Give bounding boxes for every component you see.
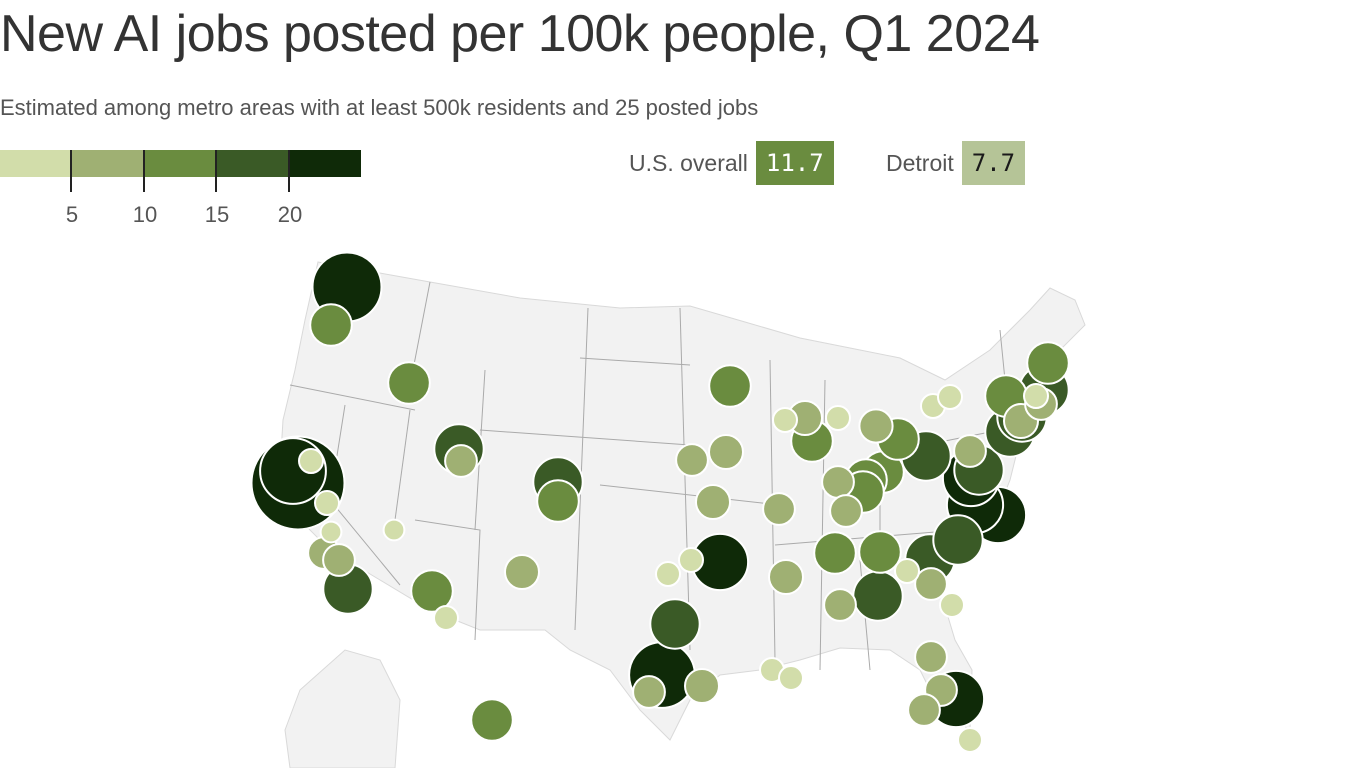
metro-circle-tucson (433, 605, 459, 631)
metro-circle-hartford (1023, 383, 1049, 409)
state-border (414, 519, 481, 641)
metro-circle-madison (772, 407, 798, 433)
metro-circle-tulsa (678, 547, 704, 573)
us-overall-value: 11.7 (755, 141, 834, 185)
us-overall-kpi: U.S. overall 11.7 (629, 141, 834, 185)
legend-tick (70, 150, 72, 192)
metro-circle-minneapolis (708, 364, 752, 408)
color-legend: 5 10 15 20 (0, 150, 362, 230)
detroit-kpi: Detroit 7.7 (886, 141, 1026, 185)
legend-bin-5 (288, 150, 361, 177)
metro-circle-kansas-city (695, 484, 731, 520)
metro-circle-nashville (813, 531, 857, 575)
metro-circle-provo (444, 444, 478, 478)
metro-circle-new-orleans (778, 665, 804, 691)
state-border (599, 484, 781, 506)
legend-tick-label: 15 (204, 202, 230, 227)
state-border (394, 409, 411, 521)
metro-circle-birmingham (823, 588, 857, 622)
metro-circle-memphis (768, 559, 804, 595)
legend-bin-4 (216, 150, 288, 177)
metro-circle-dallas (649, 598, 701, 650)
metro-circle-omaha (675, 443, 709, 477)
state-border (679, 307, 691, 651)
legend-tick-label: 5 (65, 202, 79, 227)
metro-symbols (250, 251, 1070, 753)
metro-circle-sacramento (298, 448, 324, 474)
metro-circle-honolulu (470, 698, 514, 742)
metro-circle-oxnard (322, 543, 356, 577)
state-border (411, 281, 431, 376)
metro-circle-columbia (914, 567, 948, 601)
alaska-shape (284, 649, 401, 768)
metro-circle-grand-rapids (825, 405, 851, 431)
page-subtitle: Estimated among metro areas with at leas… (0, 95, 759, 120)
metro-circle-stockton (314, 490, 340, 516)
legend-tick-label: 20 (277, 202, 303, 227)
legend-tick (288, 150, 290, 192)
metro-circle-detroit (858, 408, 894, 444)
metro-circle-portland (309, 303, 353, 347)
metro-circle-louisville (829, 494, 863, 528)
metro-circle-portland-me (1026, 341, 1070, 385)
state-border (289, 384, 416, 411)
metro-circle-albuquerque (504, 554, 540, 590)
legend-bin-2 (72, 150, 144, 177)
detroit-value: 7.7 (961, 141, 1026, 185)
metro-circle-harrisburg (953, 434, 987, 468)
metro-circle-reno (382, 518, 406, 542)
metro-circle-fresno (319, 520, 343, 544)
metro-circle-houston (684, 668, 720, 704)
metro-circle-denver (536, 479, 580, 523)
metro-circle-phoenix (410, 569, 454, 613)
state-border (574, 307, 589, 631)
state-border (479, 429, 691, 446)
metro-circle-atlanta (852, 570, 904, 622)
metro-circle-charleston (939, 592, 965, 618)
metro-circle-san-antonio (632, 675, 666, 709)
metro-circle-durham (932, 514, 984, 566)
legend-tick-label: 10 (132, 202, 158, 227)
us-overall-label: U.S. overall (629, 149, 748, 176)
detroit-label: Detroit (886, 149, 954, 176)
metro-circle-rochester (937, 384, 963, 410)
legend-bin-3 (144, 150, 216, 177)
legend-tick (215, 150, 217, 192)
metro-circle-greenville (894, 558, 920, 584)
metro-circle-indianapolis (821, 465, 855, 499)
state-border (579, 357, 691, 366)
legend-tick (143, 150, 145, 192)
metro-circle-jacksonville (914, 640, 948, 674)
metro-circle-oklahoma-city (655, 561, 681, 587)
metro-circle-tampa (907, 693, 941, 727)
metro-circle-des-moines (708, 434, 744, 470)
page-title: New AI jobs posted per 100k people, Q1 2… (0, 5, 1040, 63)
metro-circle-boise (387, 361, 431, 405)
metro-circle-st-louis (762, 492, 796, 526)
legend-bin-1 (0, 150, 72, 177)
us-map (250, 251, 1086, 768)
metro-circle-huntsville (858, 530, 902, 574)
metro-circle-miami (957, 727, 983, 753)
